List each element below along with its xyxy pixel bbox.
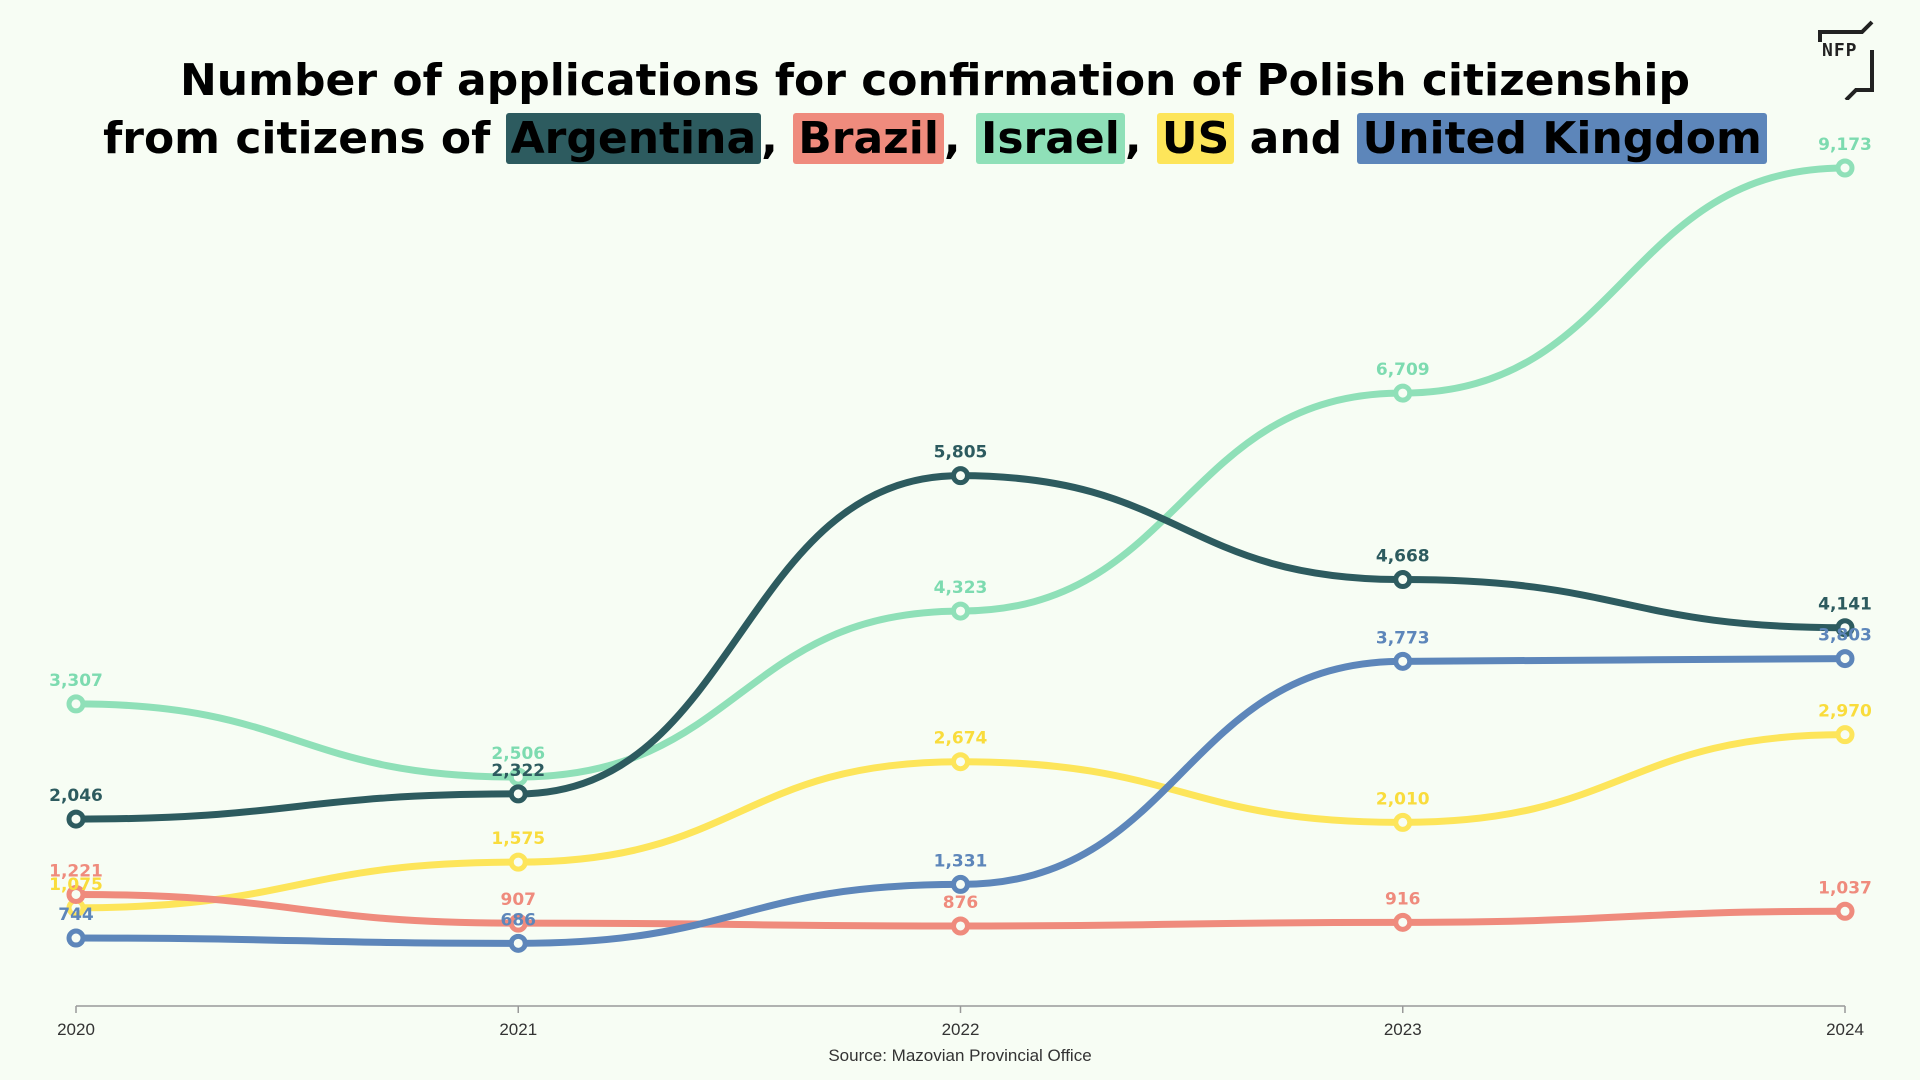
data-point-brazil <box>1835 901 1855 921</box>
title-prefix: from citizens of <box>103 113 491 164</box>
data-point-united-kingdom <box>1393 651 1413 671</box>
data-point-argentina <box>508 784 528 804</box>
x-tick-label: 2024 <box>1826 1020 1864 1039</box>
data-point-argentina <box>1393 570 1413 590</box>
series-lines <box>72 164 1849 947</box>
data-label-argentina: 2,322 <box>491 761 545 781</box>
data-label-israel: 2,506 <box>491 744 545 764</box>
data-point-united-kingdom <box>1835 649 1855 669</box>
title-comma: , <box>1124 113 1142 164</box>
title-comma: , <box>943 113 961 164</box>
data-point-argentina <box>1835 618 1855 638</box>
data-label-united-kingdom: 3,773 <box>1376 628 1430 648</box>
title-line-1: Number of applications for confirmation … <box>179 55 1690 106</box>
title-line-2: from citizens of Argentina, Brazil, Isra… <box>0 110 1870 168</box>
data-label-us: 2,970 <box>1818 702 1872 722</box>
data-point-israel <box>508 767 528 787</box>
legend-israel: Israel <box>975 113 1125 164</box>
data-label-united-kingdom: 1,331 <box>934 851 988 871</box>
data-point-israel <box>1393 383 1413 403</box>
data-point-united-kingdom <box>66 928 86 948</box>
data-label-brazil: 916 <box>1385 889 1421 909</box>
data-label-israel: 4,323 <box>934 578 988 598</box>
chart-title: Number of applications for confirmation … <box>0 52 1870 168</box>
data-point-israel <box>66 694 86 714</box>
data-label-united-kingdom: 686 <box>501 910 537 930</box>
data-point-united-kingdom <box>508 933 528 953</box>
x-tick-label: 2020 <box>57 1020 95 1039</box>
data-labels: 3,307 2,506 4,323 6,709 9,173 2,046 2,322 5,805… <box>49 135 1872 930</box>
data-label-argentina: 5,805 <box>934 443 988 463</box>
data-point-us <box>1393 812 1413 832</box>
source-note: Source: Mazovian Provincial Office <box>828 1046 1092 1065</box>
series-line-israel <box>72 164 1849 781</box>
data-point-us <box>508 852 528 872</box>
data-point-brazil <box>508 913 528 933</box>
title-and: and <box>1249 113 1343 164</box>
data-label-us: 1,575 <box>491 829 545 849</box>
series-line-argentina <box>72 472 1849 823</box>
data-label-us: 1,075 <box>49 875 103 895</box>
data-point-us <box>951 752 970 772</box>
legend-argentina: Argentina <box>505 113 762 164</box>
data-label-israel: 9,173 <box>1818 135 1872 155</box>
data-point-brazil <box>66 884 86 904</box>
data-label-us: 2,010 <box>1376 789 1430 809</box>
data-label-brazil: 876 <box>943 893 979 913</box>
data-label-israel: 3,307 <box>49 671 103 691</box>
x-tick-label: 2022 <box>942 1020 980 1039</box>
x-tick-label: 2023 <box>1384 1020 1422 1039</box>
data-label-us: 2,674 <box>934 729 988 749</box>
nfp-logo-icon <box>1818 20 1874 100</box>
logo-text: NFP <box>1822 40 1858 61</box>
data-point-brazil <box>1393 912 1413 932</box>
data-point-us <box>1835 725 1855 745</box>
series-line-united-kingdom <box>72 655 1849 947</box>
data-label-united-kingdom: 3,803 <box>1818 626 1872 646</box>
data-point-israel <box>1835 158 1855 178</box>
data-point-israel <box>951 601 970 621</box>
data-label-brazil: 1,221 <box>49 861 103 881</box>
data-point-argentina <box>66 809 86 829</box>
legend-united-kingdom: United Kingdom <box>1357 113 1767 164</box>
data-label-argentina: 4,668 <box>1376 547 1430 567</box>
legend-brazil: Brazil <box>793 113 944 164</box>
data-label-israel: 6,709 <box>1376 360 1430 380</box>
data-point-argentina <box>951 466 970 486</box>
data-label-brazil: 907 <box>501 890 537 910</box>
series-points <box>66 158 1855 953</box>
data-label-united-kingdom: 744 <box>58 905 94 925</box>
data-point-united-kingdom <box>951 874 970 894</box>
data-label-argentina: 4,141 <box>1818 595 1872 615</box>
x-tick-label: 2021 <box>499 1020 537 1039</box>
title-comma: , <box>761 113 778 164</box>
data-label-brazil: 1,037 <box>1818 878 1872 898</box>
data-point-brazil <box>951 916 970 936</box>
data-label-argentina: 2,046 <box>49 786 103 806</box>
legend-us: US <box>1156 113 1235 164</box>
x-axis: 2020 2021 2022 2023 2024 <box>57 1005 1864 1039</box>
